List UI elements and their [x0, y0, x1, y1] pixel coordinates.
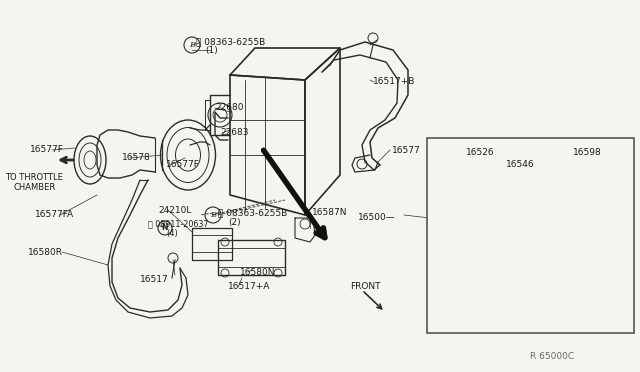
Text: 16577F: 16577F	[166, 160, 200, 169]
Text: 16598: 16598	[573, 148, 602, 157]
Text: 16517+B: 16517+B	[373, 77, 415, 86]
Text: (2): (2)	[228, 218, 241, 227]
Text: 16517+A: 16517+A	[228, 282, 270, 291]
Text: 16546: 16546	[506, 160, 534, 169]
Text: (1): (1)	[205, 46, 218, 55]
Text: B: B	[189, 41, 195, 49]
Text: 16500—: 16500—	[358, 213, 396, 222]
Text: N: N	[162, 224, 168, 232]
Text: 16517: 16517	[140, 275, 169, 284]
Bar	[427, 138, 634, 333]
Text: 24210L: 24210L	[158, 206, 191, 215]
Text: 16580N: 16580N	[240, 268, 275, 277]
Text: Ⓑ 08363-6255B: Ⓑ 08363-6255B	[218, 208, 287, 217]
Text: B: B	[210, 211, 216, 219]
Text: 22680: 22680	[215, 103, 243, 112]
Text: 16587N: 16587N	[312, 208, 348, 217]
Text: 16578: 16578	[122, 153, 151, 162]
Text: CHAMBER: CHAMBER	[14, 183, 56, 192]
Text: R 65000C: R 65000C	[530, 352, 574, 361]
Text: ⓝ 08911-20637: ⓝ 08911-20637	[148, 219, 209, 228]
Text: 16577F: 16577F	[30, 145, 64, 154]
Text: TO THROTTLE: TO THROTTLE	[5, 173, 63, 182]
Text: 22683: 22683	[220, 128, 248, 137]
Text: 16577FA: 16577FA	[35, 210, 74, 219]
Text: Ⓑ 08363-6255B: Ⓑ 08363-6255B	[196, 37, 265, 46]
Text: 16580R: 16580R	[28, 248, 63, 257]
Text: 16577: 16577	[392, 146, 420, 155]
Text: FRONT: FRONT	[350, 282, 381, 291]
Text: (4): (4)	[166, 229, 178, 238]
Text: 16526: 16526	[466, 148, 495, 157]
